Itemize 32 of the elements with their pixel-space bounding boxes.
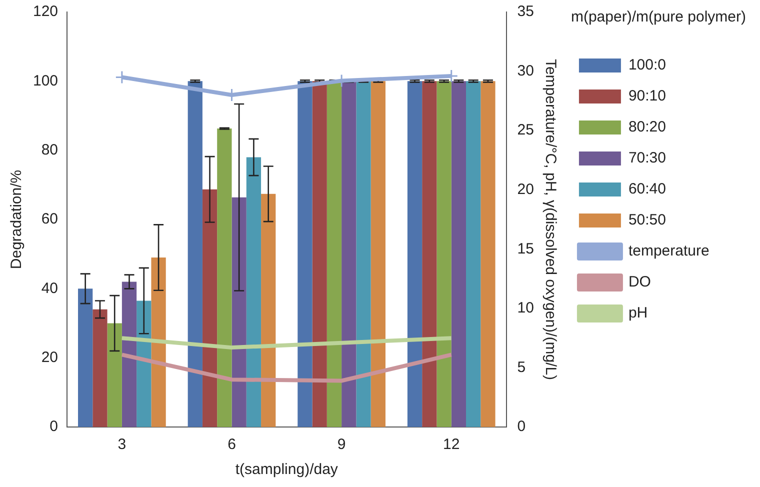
y-tick-label: 100 [32,72,58,90]
legend-label: 90:10 [628,88,666,105]
y2-tick-label: 0 [517,418,526,436]
legend-label: 60:40 [628,180,666,198]
legend-label: 50:50 [628,212,666,229]
y-tick-label: 20 [41,348,58,366]
legend-title: m(paper)/m(pure polymer) [570,8,746,26]
x-tick-label: 12 [443,436,460,454]
legend-label: DO [628,274,651,291]
y2-tick-label: 20 [517,181,534,198]
y-axis-title: Degradation/% [8,170,26,270]
y-tick-label: 80 [41,141,58,158]
y2-axis-title: Temperature/°C, pH, γ(dissolved oxygen)/(mg/L) [542,58,559,380]
y2-tick-label: 10 [517,300,534,317]
y2-tick-label: 35 [517,3,534,20]
y2-tick-label: 25 [517,122,534,139]
y2-tick-label: 5 [517,358,526,376]
legend-label: pH [628,304,648,322]
legend-label: 70:30 [628,150,666,167]
x-tick-label: 6 [228,436,236,454]
y-tick-label: 60 [41,210,58,228]
y-tick-label: 120 [32,3,58,20]
legend-label: temperature [628,242,710,260]
x-tick-label: 3 [118,436,126,454]
y2-tick-label: 30 [517,62,534,80]
y-tick-label: 40 [41,280,58,297]
legend-label: 100:0 [628,56,666,74]
x-axis-title: t(sampling)/day [235,461,338,478]
y2-tick-label: 15 [517,240,534,258]
y-tick-label: 0 [50,418,58,436]
legend-label: 80:20 [628,118,666,136]
x-tick-label: 9 [337,436,346,454]
